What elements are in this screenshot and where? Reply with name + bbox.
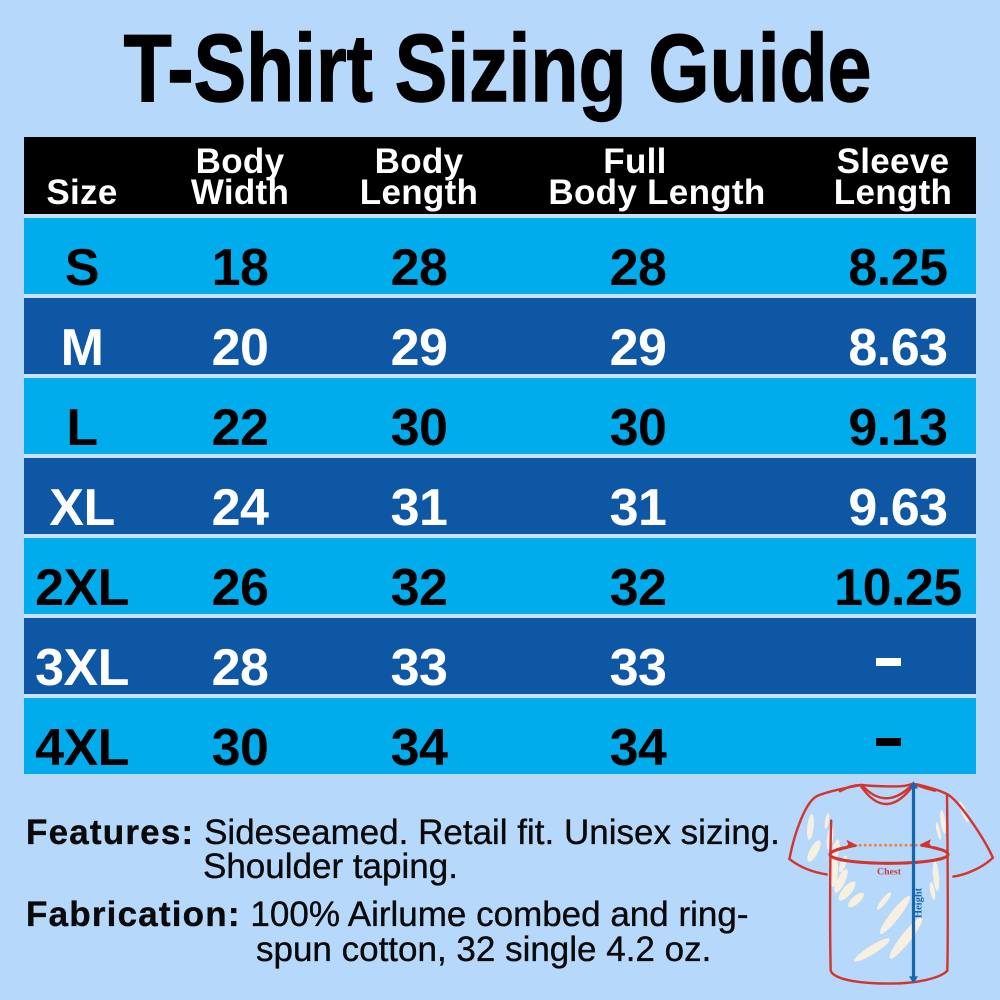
- svg-text:Chest: Chest: [877, 867, 902, 878]
- svg-text:Height: Height: [914, 887, 925, 918]
